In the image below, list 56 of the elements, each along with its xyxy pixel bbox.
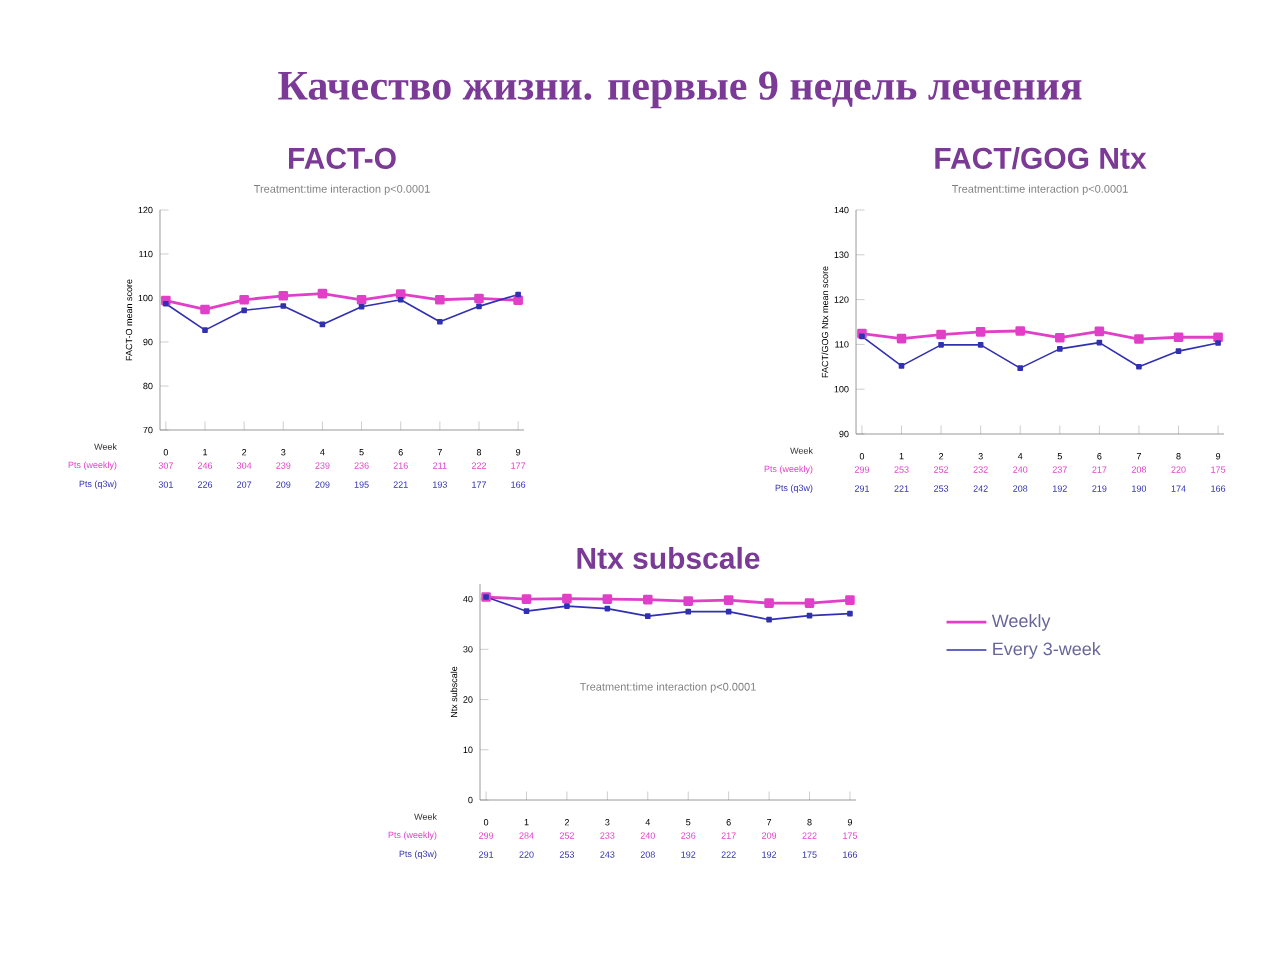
- point: [1175, 348, 1182, 354]
- point: [239, 294, 249, 305]
- point: [977, 342, 984, 348]
- point: [1017, 365, 1024, 371]
- point: [1094, 326, 1105, 337]
- point: [523, 608, 530, 614]
- legend-label: Weekly: [991, 614, 1051, 631]
- point: [317, 288, 328, 299]
- point: [474, 293, 484, 304]
- point: [683, 596, 694, 606]
- point: [938, 342, 944, 348]
- point: [513, 295, 523, 306]
- point: [200, 304, 210, 315]
- point: [896, 333, 907, 344]
- point: [898, 363, 905, 369]
- point: [1173, 332, 1184, 343]
- point: [859, 333, 865, 340]
- point: [1015, 326, 1026, 336]
- point: [397, 296, 404, 303]
- point: [1215, 340, 1221, 346]
- point: [644, 613, 651, 619]
- point: [202, 327, 208, 333]
- legend-label: Every 3-week: [993, 642, 1101, 659]
- point: [602, 594, 613, 604]
- point: [766, 616, 772, 623]
- text: Качество жизни. первые 9 недель лечения: [278, 71, 1082, 109]
- point: [163, 300, 169, 307]
- point: [975, 327, 986, 337]
- chart-title: Ntx subscale: [577, 546, 760, 569]
- point: [847, 610, 853, 617]
- chart-title: FACT/GOG Ntx: [935, 146, 1147, 170]
- point: [521, 594, 532, 604]
- point: [643, 594, 653, 605]
- point: [764, 598, 774, 608]
- point: [804, 598, 815, 608]
- point: [936, 329, 946, 340]
- point: [723, 595, 734, 605]
- point: [845, 595, 855, 605]
- point: [1056, 346, 1063, 352]
- point: [356, 294, 367, 305]
- point: [358, 304, 365, 310]
- chart-title: FACT-O: [289, 147, 396, 169]
- point: [1136, 364, 1142, 370]
- point: [278, 291, 289, 301]
- point: [280, 303, 287, 309]
- point: [1213, 332, 1223, 343]
- point: [1055, 332, 1065, 343]
- point: [241, 307, 247, 314]
- point: [564, 603, 570, 609]
- point: [685, 608, 692, 615]
- point: [395, 289, 406, 299]
- point: [1134, 334, 1144, 344]
- point: [515, 291, 521, 298]
- point: [562, 593, 572, 604]
- point: [437, 318, 443, 325]
- point: [435, 294, 445, 305]
